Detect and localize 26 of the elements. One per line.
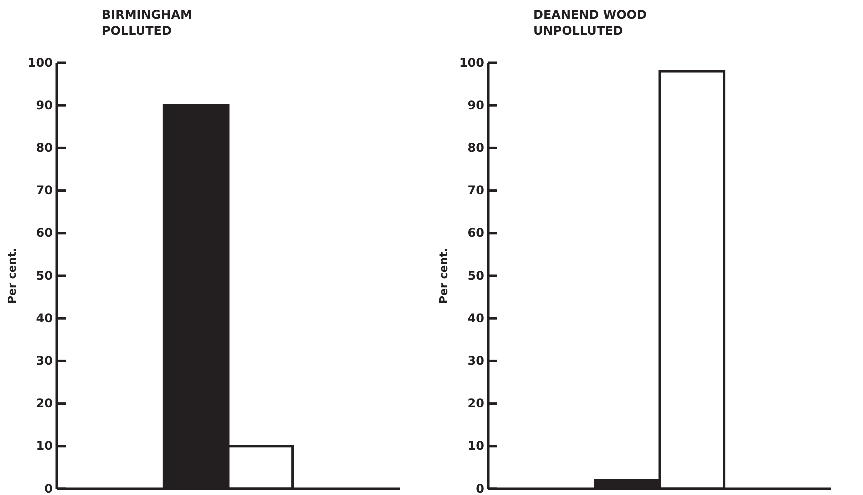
y-tick-label: 30: [36, 354, 53, 368]
y-tick-label: 70: [36, 184, 53, 198]
chart-title: BIRMINGHAM POLLUTED: [102, 8, 192, 38]
y-tick-label: 60: [468, 226, 484, 240]
y-tick-label: 90: [36, 98, 53, 112]
y-tick-label: 20: [36, 396, 53, 411]
y-tick-label: 80: [468, 141, 484, 156]
y-axis-title: Per cent.: [6, 248, 19, 304]
y-tick-label: 70: [468, 184, 484, 198]
y-tick-label: 80: [36, 141, 53, 156]
chart-title: DEANEND WOOD UNPOLLUTED: [534, 8, 648, 38]
y-tick-label: 50: [468, 268, 484, 283]
y-tick-label: 30: [468, 354, 484, 368]
y-tick-label: 0: [44, 482, 53, 495]
y-tick-label: 100: [459, 56, 484, 70]
y-axis-title: Per cent.: [438, 248, 450, 304]
y-tick-label: 0: [476, 482, 484, 495]
y-tick-label: 20: [468, 396, 484, 411]
y-tick-label: 40: [36, 311, 53, 326]
y-tick-label: 10: [36, 439, 53, 454]
y-tick-label: 50: [36, 268, 53, 283]
y-tick-label: 40: [468, 311, 484, 326]
y-tick-label: 90: [468, 98, 484, 112]
y-tick-label: 60: [36, 226, 53, 240]
y-tick-label: 100: [28, 56, 53, 70]
y-tick-label: 10: [468, 439, 484, 454]
